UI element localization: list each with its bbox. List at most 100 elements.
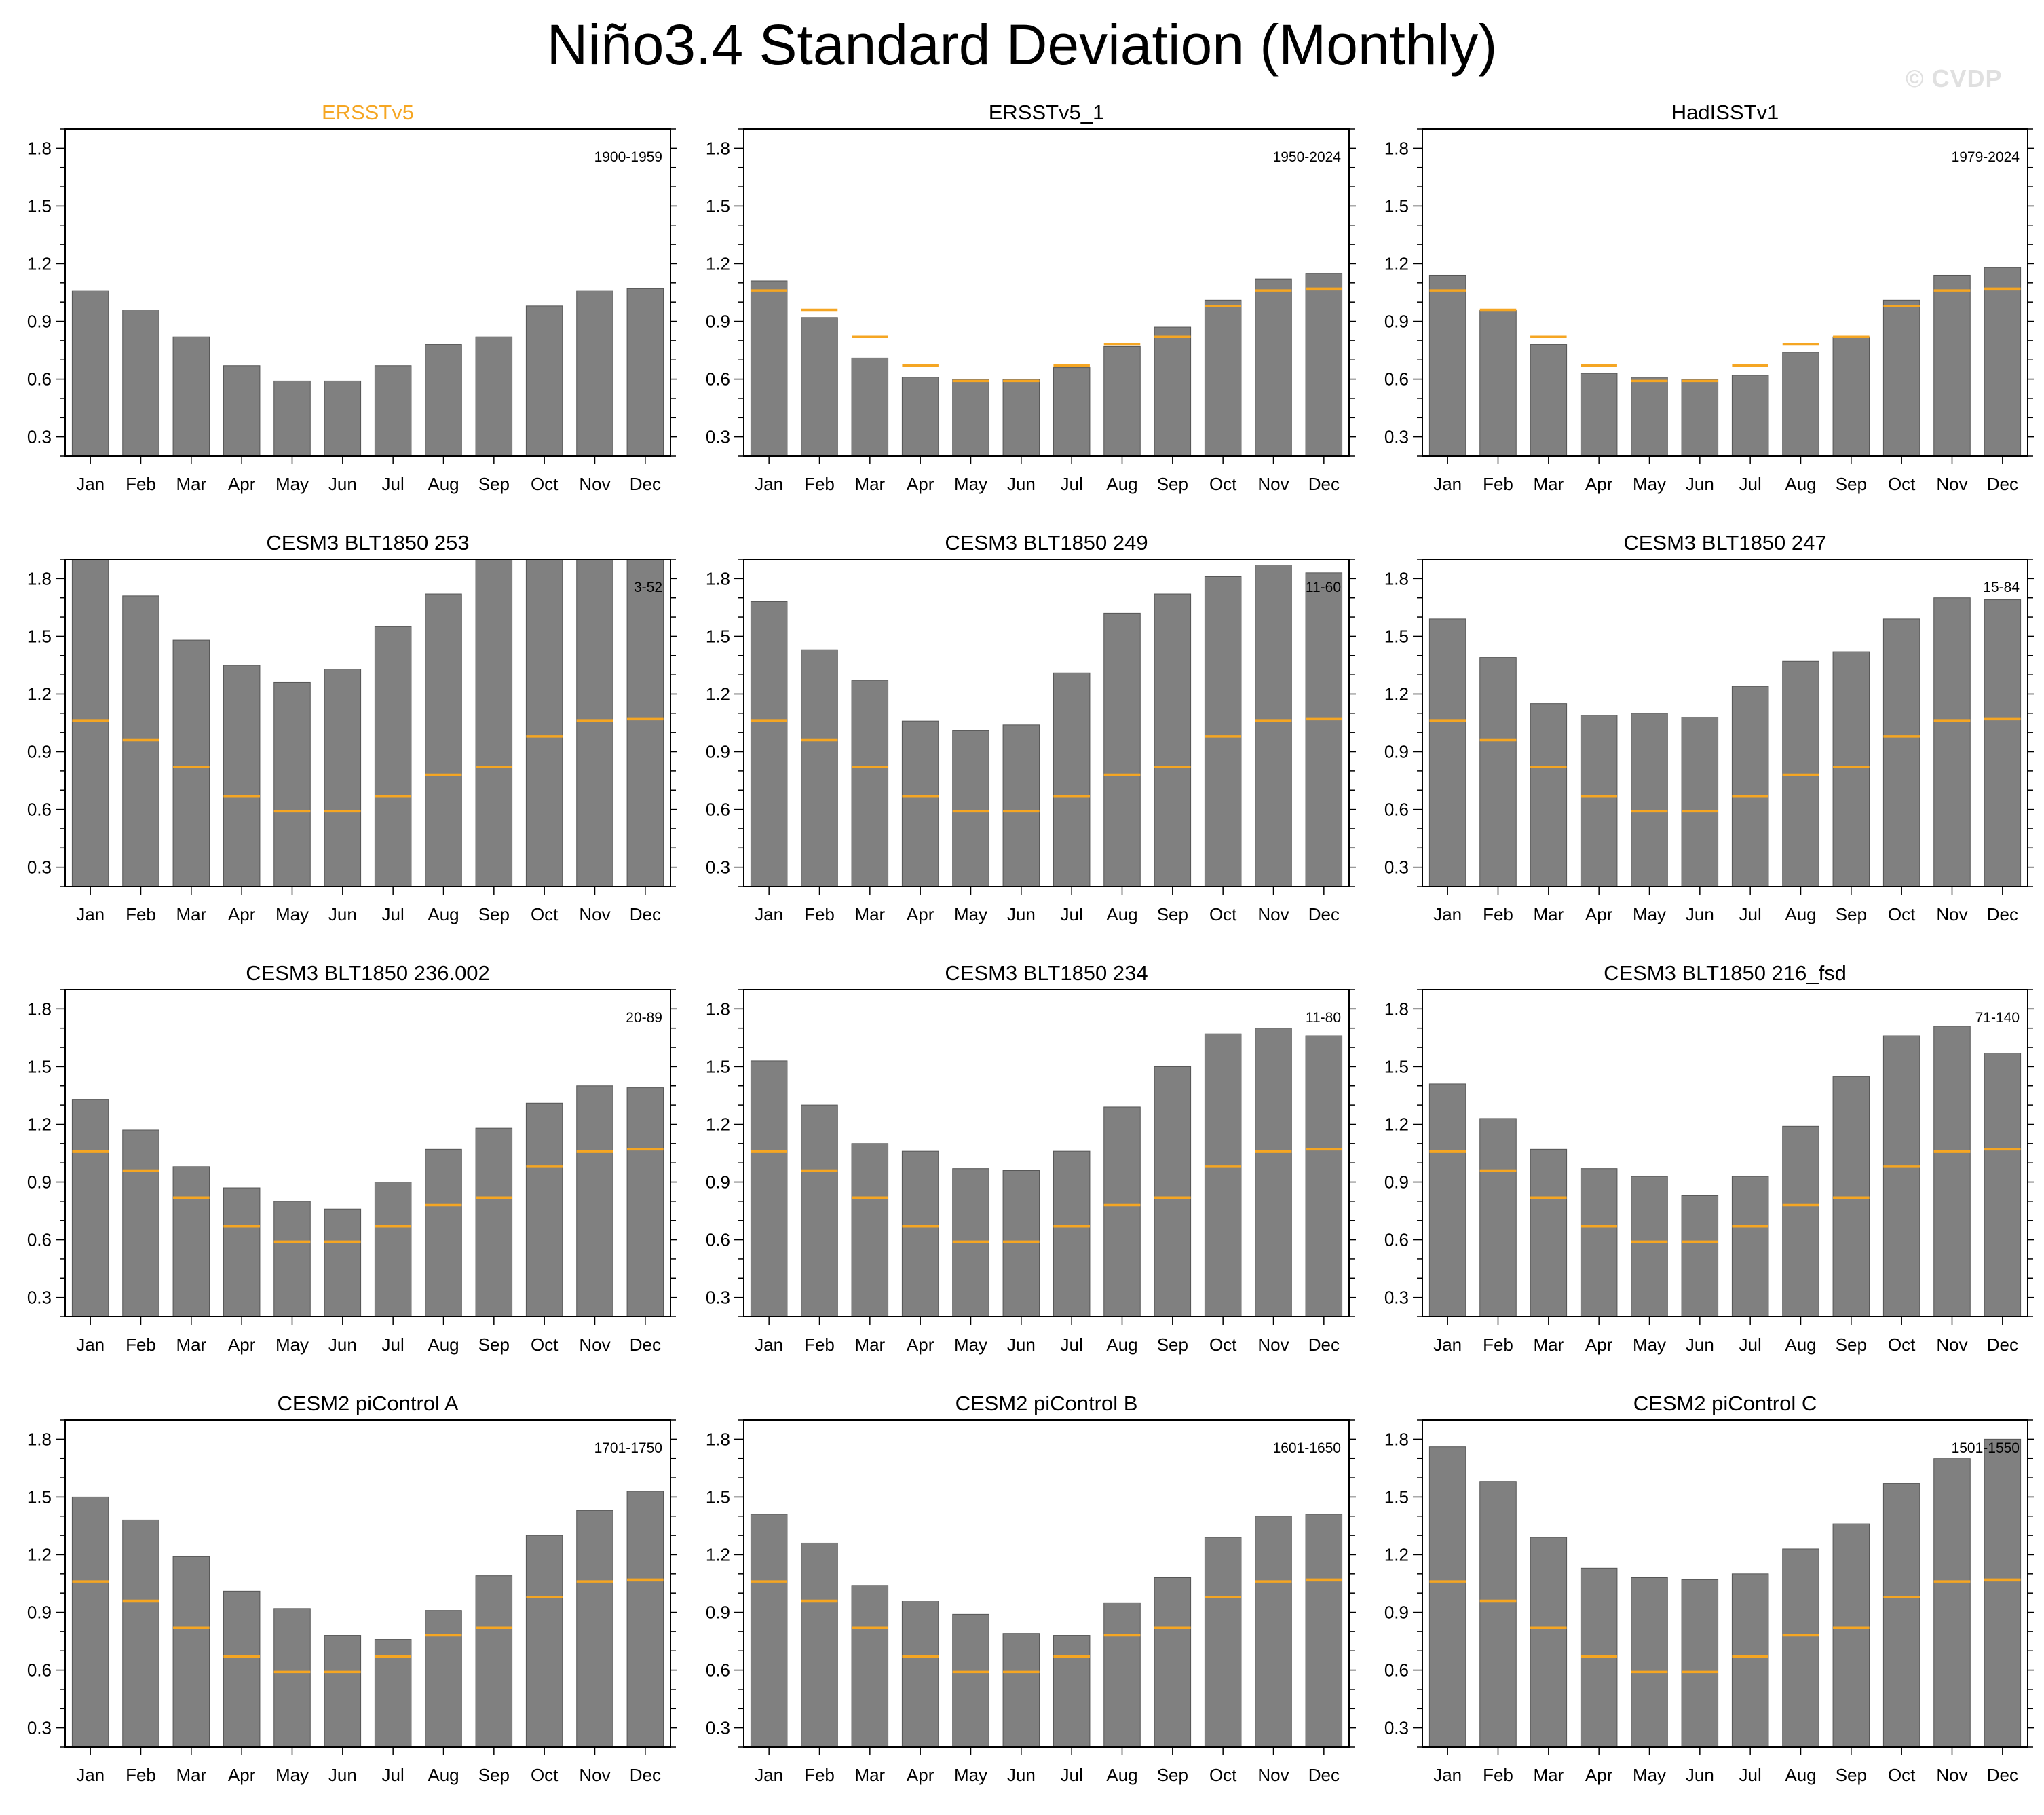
bar-may [1631, 377, 1668, 456]
x-tick-label-jun: Jun [1007, 904, 1036, 924]
x-tick-label-sep: Sep [1157, 474, 1188, 494]
plot-frame [1422, 559, 2028, 887]
panel-8: CESM3 BLT1850 234 0.3 0.6 0.9 1.2 1.5 1.8 Jan Fe… [706, 961, 1356, 1355]
bar-mar [851, 680, 889, 886]
bar-jul [374, 365, 412, 456]
x-tick-label-feb: Feb [804, 1765, 835, 1785]
x-tick-label-dec: Dec [630, 1334, 661, 1355]
bar-jun [324, 1635, 362, 1747]
y-tick-label: 0.3 [27, 427, 52, 447]
bar-jun [1681, 1579, 1719, 1747]
y-tick-label: 0.3 [27, 1718, 52, 1738]
x-tick-label-aug: Aug [1106, 1334, 1137, 1355]
bar-feb [122, 1519, 159, 1747]
x-tick-label-mar: Mar [854, 1334, 885, 1355]
bar-dec [626, 1087, 664, 1317]
x-tick-label-dec: Dec [1987, 1765, 2018, 1785]
x-tick-label-aug: Aug [1106, 1765, 1137, 1785]
bar-apr [901, 377, 939, 456]
y-tick-label: 0.3 [1384, 1288, 1409, 1308]
bar-nov [1255, 278, 1292, 456]
bar-sep [1154, 1577, 1192, 1747]
x-tick-label-apr: Apr [907, 474, 934, 494]
bar-feb [1479, 1118, 1517, 1317]
x-tick-label-sep: Sep [1836, 1765, 1867, 1785]
bar-nov [1933, 274, 1971, 456]
y-tick-label: 1.5 [706, 195, 730, 216]
x-tick-label-feb: Feb [126, 904, 156, 924]
x-tick-label-sep: Sep [478, 1334, 510, 1355]
bar-nov [576, 1510, 613, 1747]
x-tick-label-nov: Nov [1257, 1765, 1289, 1785]
y-tick-label: 0.9 [1384, 742, 1409, 762]
bar-may [1631, 1176, 1668, 1317]
y-tick-label: 0.3 [706, 857, 730, 878]
bar-jan [71, 290, 109, 456]
x-tick-label-dec: Dec [630, 1765, 661, 1785]
plot-frame [1422, 128, 2028, 457]
x-tick-label-jun: Jun [1686, 1765, 1714, 1785]
plot-frame [64, 559, 671, 887]
period-label: 1501-1550 [1952, 1440, 2020, 1456]
x-tick-label-nov: Nov [579, 1765, 610, 1785]
x-tick-label-apr: Apr [228, 904, 256, 924]
x-tick-label-apr: Apr [1585, 904, 1613, 924]
x-tick-label-jan: Jan [1433, 904, 1462, 924]
y-tick-label: 1.5 [706, 1056, 730, 1077]
x-tick-label-jan: Jan [76, 474, 105, 494]
x-tick-label-apr: Apr [228, 474, 256, 494]
bar-jul [1731, 375, 1769, 456]
panel-title: CESM3 BLT1850 249 [945, 531, 1148, 555]
y-tick-label: 1.8 [1384, 138, 1409, 158]
panel-10: CESM2 piControl A 0.3 0.6 0.9 1.2 1.5 1.8 Jan Fe… [27, 1391, 677, 1785]
y-tick-label: 1.8 [706, 998, 730, 1019]
x-tick-label-oct: Oct [1209, 904, 1237, 924]
y-tick-label: 0.6 [27, 369, 52, 390]
bar-dec [1305, 273, 1343, 456]
x-tick-label-jul: Jul [382, 474, 404, 494]
bar-sep [1832, 1523, 1870, 1747]
y-tick-label: 1.2 [706, 253, 730, 274]
bar-jul [374, 1182, 412, 1317]
bar-feb [122, 310, 159, 456]
bar-dec [1305, 1514, 1343, 1747]
bar-aug [425, 1148, 462, 1317]
bar-jul [1053, 367, 1091, 456]
x-tick-label-nov: Nov [1936, 1334, 1967, 1355]
bar-dec [626, 559, 664, 886]
x-tick-label-jan: Jan [1433, 1334, 1462, 1355]
plot-frame [1422, 1419, 2028, 1748]
y-tick-label: 1.8 [27, 568, 52, 588]
y-tick-label: 1.2 [27, 1114, 52, 1134]
y-tick-label: 1.5 [1384, 626, 1409, 646]
bar-sep [475, 336, 513, 456]
plot-frame [64, 1419, 671, 1748]
y-tick-label: 1.5 [706, 626, 730, 646]
cvdp-watermark: © CVDP [1906, 64, 2003, 92]
period-label: 1979-2024 [1952, 149, 2020, 165]
bar-nov [1933, 1026, 1971, 1317]
panel-11: CESM2 piControl B 0.3 0.6 0.9 1.2 1.5 1.8 Jan Fe… [706, 1391, 1356, 1785]
x-tick-label-dec: Dec [1308, 1334, 1340, 1355]
bar-jun [324, 1208, 362, 1317]
bar-oct [1204, 1033, 1242, 1317]
y-tick-label: 1.2 [706, 1114, 730, 1134]
bar-sep [475, 1575, 513, 1747]
bar-sep [475, 559, 513, 886]
y-tick-label: 1.8 [1384, 998, 1409, 1019]
panel-title: CESM2 piControl C [1633, 1391, 1817, 1415]
bar-dec [626, 288, 664, 456]
panel-title: CESM2 piControl B [955, 1391, 1138, 1415]
panel-2: ERSSTv5_1 0.3 0.6 0.9 1.2 1.5 1.8 Jan Feb Mar Apr M… [706, 100, 1356, 494]
x-tick-label-apr: Apr [228, 1765, 256, 1785]
bar-oct [525, 305, 563, 456]
y-tick-label: 1.2 [27, 1544, 52, 1565]
x-tick-label-oct: Oct [1209, 1765, 1237, 1785]
y-tick-label: 1.2 [706, 1544, 730, 1565]
plot-frame [743, 128, 1350, 457]
x-tick-label-oct: Oct [531, 474, 559, 494]
x-tick-label-jun: Jun [328, 474, 357, 494]
bar-jun [1681, 716, 1719, 886]
bar-oct [1204, 576, 1242, 886]
panel-title: CESM3 BLT1850 216_fsd [1604, 961, 1847, 985]
